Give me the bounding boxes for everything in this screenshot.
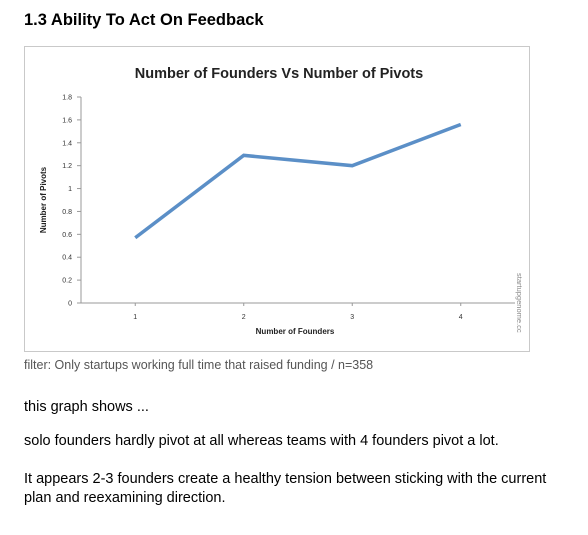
y-tick-label: 0.2 xyxy=(62,278,72,285)
y-axis: 0 0.2 0.4 0.6 0.8 1 1.2 1.4 1.6 1.8 xyxy=(62,95,82,308)
y-axis-label: Number of Pivots xyxy=(39,166,48,233)
x-tick-label: 1 xyxy=(133,314,137,321)
x-axis: 1 2 3 4 xyxy=(81,302,515,321)
paragraph-intro: this graph shows ... xyxy=(24,399,149,415)
chart-title: Number of Founders Vs Number of Pivots xyxy=(135,66,423,82)
series-line xyxy=(134,122,462,240)
x-tick-label: 4 xyxy=(459,314,463,321)
y-tick-label: 0.6 xyxy=(62,232,72,239)
y-tick-label: 0.4 xyxy=(62,255,72,262)
chart-caption: filter: Only startups working full time … xyxy=(24,358,374,372)
x-tick-label: 2 xyxy=(242,314,246,321)
line-chart: Number of Founders Vs Number of Pivots 0… xyxy=(39,66,524,336)
y-tick-label: 1.6 xyxy=(62,117,72,124)
y-tick-label: 1.2 xyxy=(62,163,72,170)
y-tick-label: 0.8 xyxy=(62,209,72,216)
x-axis-label: Number of Founders xyxy=(256,327,335,336)
y-tick-label: 1.4 xyxy=(62,140,72,147)
paragraph-conclusion: It appears 2-3 founders create a healthy… xyxy=(24,471,547,506)
paragraph-finding: solo founders hardly pivot at all wherea… xyxy=(24,433,499,449)
x-tick-label: 3 xyxy=(350,314,354,321)
watermark: startupgenome.cc xyxy=(515,273,524,333)
series-group xyxy=(134,122,462,240)
chart-frame: Number of Founders Vs Number of Pivots 0… xyxy=(24,46,530,352)
y-tick-label: 1.8 xyxy=(62,95,72,102)
y-tick-label: 0 xyxy=(68,301,72,308)
section-heading: 1.3 Ability To Act On Feedback xyxy=(24,11,264,29)
y-tick-label: 1 xyxy=(68,186,72,193)
